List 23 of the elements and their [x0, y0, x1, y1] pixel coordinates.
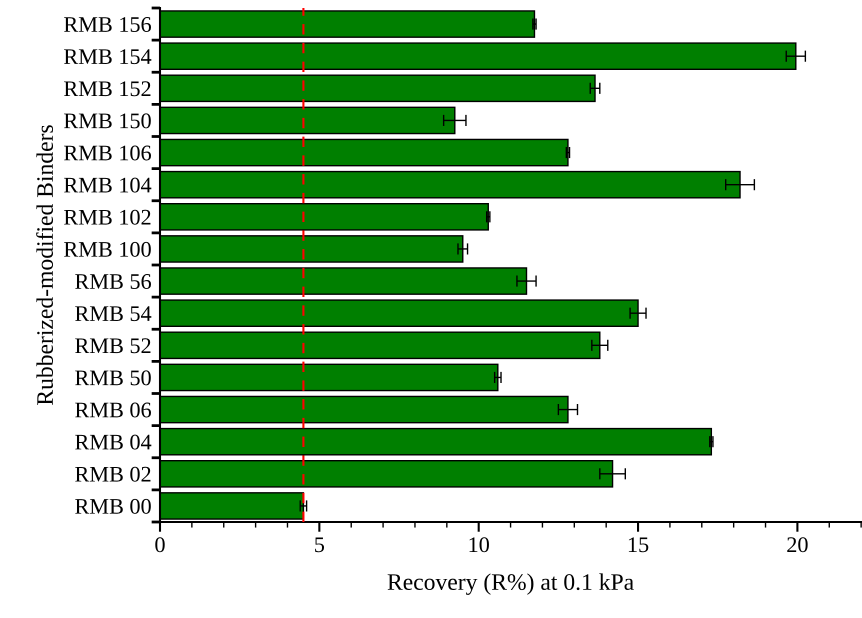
y-axis-title: Rubberized-modified Binders: [36, 125, 54, 405]
y-tick-label: RMB 54: [75, 306, 152, 322]
y-tick-label: RMB 00: [75, 498, 151, 514]
x-tick-label: 0: [155, 537, 165, 552]
y-tick-label: RMB 06: [75, 402, 151, 418]
y-tick-label: RMB 50: [75, 370, 151, 386]
y-tick-label: RMB 04: [75, 434, 152, 450]
x-tick-label: 15: [628, 537, 648, 552]
x-tick-label: 20: [787, 537, 808, 552]
y-tick-label: RMB 52: [75, 338, 150, 354]
y-tick-label: RMB 104: [64, 178, 152, 193]
x-axis-title: Recovery (R%) at 0.1 kPa: [388, 573, 634, 595]
x-tick-label: 10: [470, 537, 489, 552]
x-tick-label: 5: [315, 537, 324, 552]
y-tick-label: RMB 102: [64, 210, 150, 225]
y-tick-label: RMB 106: [64, 145, 151, 160]
y-tick-label: RMB 150: [64, 113, 151, 128]
y-tick-label: RMB 02: [75, 466, 150, 482]
y-tick-label: RMB 100: [64, 242, 151, 257]
y-tick-label: RMB 154: [64, 49, 152, 64]
y-tick-label: RMB 56: [75, 274, 151, 289]
y-tick-label: RMB 156: [64, 17, 151, 32]
y-tick-label: RMB 152: [64, 81, 150, 96]
